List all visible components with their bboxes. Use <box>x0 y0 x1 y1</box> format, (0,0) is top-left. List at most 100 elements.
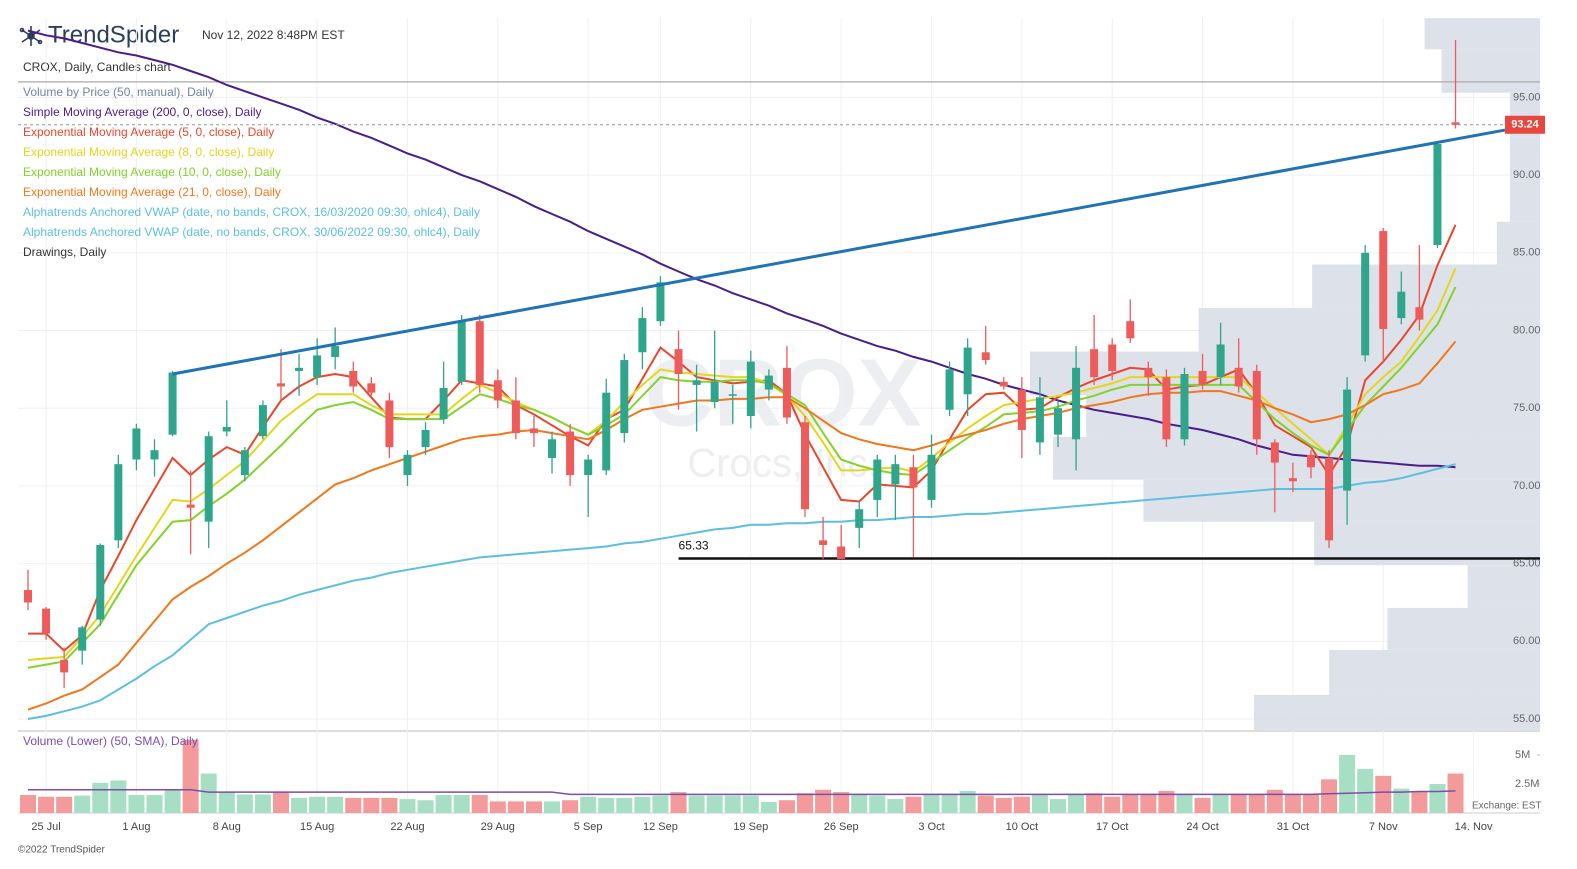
timestamp: Nov 12, 2022 8:48PM EST <box>202 28 345 42</box>
volume-bar <box>1447 773 1464 813</box>
volume-bar <box>525 801 542 813</box>
candle-body <box>855 509 864 528</box>
volume-bar <box>634 796 651 813</box>
volume-bar <box>435 795 452 813</box>
volume-bar <box>869 795 886 813</box>
x-tick-label: 31 Oct <box>1277 821 1309 833</box>
candle-body <box>150 450 159 460</box>
volume-profile-bar <box>1329 649 1540 695</box>
volume-bar <box>544 801 561 813</box>
volume-bar <box>1212 795 1229 813</box>
indicator-line <box>27 463 1456 720</box>
legend-entry: Alphatrends Anchored VWAP (date, no band… <box>23 205 480 219</box>
candle-body <box>60 659 69 673</box>
volume-bar <box>598 797 615 813</box>
volume-bar <box>417 800 434 813</box>
candle-body <box>186 504 195 508</box>
legend-entry: Exponential Moving Average (21, 0, close… <box>23 185 281 199</box>
volume-profile-bar <box>1030 351 1540 396</box>
x-tick-label: 26 Sep <box>824 821 859 833</box>
x-tick-label: 14. Nov <box>1455 821 1493 833</box>
volume-bar <box>218 792 235 813</box>
candle-body <box>529 428 538 434</box>
volume-bar <box>995 797 1012 813</box>
logo-icon <box>19 26 43 46</box>
volume-bar <box>182 739 199 813</box>
candle-body <box>963 347 972 395</box>
candle-body <box>1216 344 1225 378</box>
y-tick-label: 70.00 <box>1513 480 1541 492</box>
volume-bar <box>706 795 723 813</box>
volume-bar <box>1411 790 1428 813</box>
candle-body <box>78 627 87 651</box>
candle-body <box>1270 442 1279 463</box>
candle-body <box>168 372 177 435</box>
candle-body <box>819 540 828 545</box>
candle-body <box>240 450 249 476</box>
volume-bar <box>941 795 958 813</box>
volume-bar <box>38 796 55 813</box>
support-label: 65.33 <box>679 539 709 553</box>
candle-body <box>1325 457 1334 541</box>
y-tick-label: 90.00 <box>1513 169 1541 181</box>
candle-body <box>313 355 322 378</box>
last-price-tag <box>1505 115 1545 134</box>
volume-bar <box>1302 794 1319 813</box>
x-tick-label: 10 Oct <box>1006 821 1038 833</box>
candle-body <box>746 361 755 416</box>
volume-bar <box>1284 794 1301 813</box>
volume-bar <box>670 792 687 813</box>
volume-bar <box>652 795 669 813</box>
candle-body <box>1433 144 1442 246</box>
indicator-line <box>27 286 1457 669</box>
volume-bar <box>1122 794 1139 813</box>
y-tick-label: 55.00 <box>1513 713 1541 725</box>
candle-body <box>439 388 448 420</box>
volume-bar <box>399 799 416 813</box>
volume-bar <box>742 795 759 813</box>
x-tick-label: 7 Nov <box>1369 821 1398 833</box>
volume-bar <box>1357 768 1374 813</box>
volume-bar <box>56 796 73 813</box>
volume-bar <box>236 794 253 813</box>
volume-bar <box>959 790 976 813</box>
candle-body <box>331 346 340 357</box>
x-tick-label: 8 Aug <box>213 821 241 833</box>
copyright: ©2022 TrendSpider <box>18 845 106 856</box>
volume-bar <box>851 794 868 813</box>
volume-bar <box>1321 779 1338 813</box>
volume-profile-bar <box>1253 694 1540 730</box>
exchange-note: Exchange: EST <box>1472 801 1541 812</box>
legend-entry: Exponential Moving Average (10, 0, close… <box>23 165 281 179</box>
candle-body <box>96 544 105 620</box>
volume-profile-bar <box>1198 307 1540 352</box>
volume-profile-bar <box>1053 436 1540 480</box>
volume-profile-bar <box>1441 49 1540 93</box>
candle-body <box>909 467 918 488</box>
volume-bar <box>1248 794 1265 813</box>
volume-bar <box>1194 797 1211 813</box>
volume-bar <box>200 773 217 813</box>
brand: TrendSpider <box>48 21 179 48</box>
volume-bar <box>489 801 506 813</box>
candle-body <box>548 439 557 458</box>
candle-body <box>24 590 32 603</box>
volume-bar <box>1176 795 1193 813</box>
candle-body <box>1035 397 1044 443</box>
candle-body <box>764 375 773 390</box>
candle-body <box>945 369 954 410</box>
candle-body <box>385 400 394 448</box>
candle-body <box>728 394 737 396</box>
candle-body <box>927 454 936 500</box>
candle-body <box>999 381 1008 387</box>
volume-bar <box>291 797 308 813</box>
volume-bar <box>1393 788 1410 813</box>
candle-body <box>1288 478 1297 482</box>
candle-body <box>1451 122 1460 125</box>
volume-bar <box>74 795 91 813</box>
candle-body <box>674 349 683 375</box>
x-tick-label: 1 Aug <box>122 821 150 833</box>
candle-body <box>204 436 213 522</box>
candle-body <box>1090 349 1099 378</box>
